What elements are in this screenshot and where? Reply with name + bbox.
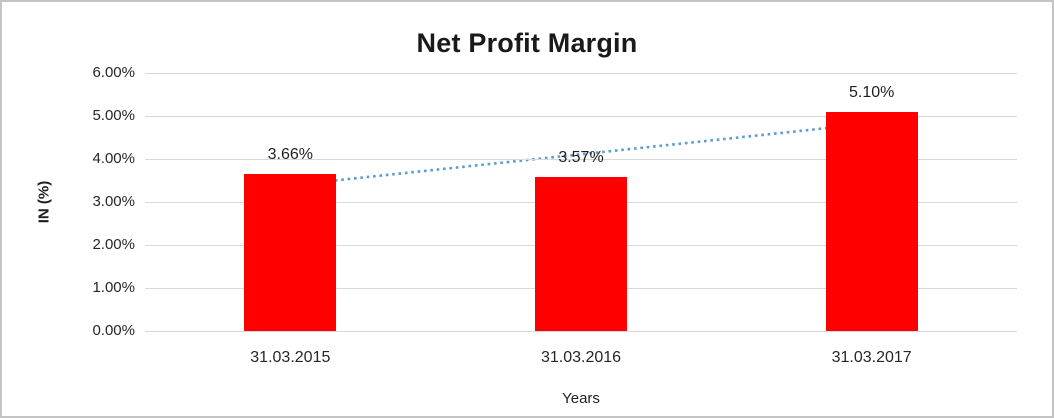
bar-31.03.2017	[825, 111, 918, 331]
y-tick-label: 2.00%	[92, 236, 135, 253]
y-tick-label: 3.00%	[92, 193, 135, 210]
y-tick-label: 4.00%	[92, 150, 135, 167]
chart-title: Net Profit Margin	[416, 28, 638, 58]
gridline	[145, 116, 1017, 117]
bar-31.03.2016	[535, 177, 627, 331]
gridline	[145, 73, 1017, 74]
gridline	[145, 159, 1017, 160]
bar-data-label: 5.10%	[848, 83, 895, 101]
y-tick-label: 0.00%	[92, 322, 135, 339]
gridline	[145, 331, 1017, 332]
y-tick-label: 1.00%	[92, 279, 135, 296]
trendline	[290, 122, 872, 187]
x-tick-label: 31.03.2015	[250, 349, 331, 366]
plot-area: 3.66% 3.57% 5.10%	[145, 73, 1017, 332]
x-tick-label: 31.03.2016	[540, 349, 622, 366]
bar-data-label: 3.57%	[558, 149, 604, 167]
bar-data-label: 3.66%	[267, 145, 314, 163]
y-tick-label: 5.00%	[92, 107, 135, 124]
y-tick-label: 6.00%	[92, 64, 135, 81]
x-axis-title: Years	[562, 390, 600, 407]
x-tick-label: 31.03.2017	[831, 349, 912, 366]
bar-31.03.2015	[244, 173, 337, 331]
